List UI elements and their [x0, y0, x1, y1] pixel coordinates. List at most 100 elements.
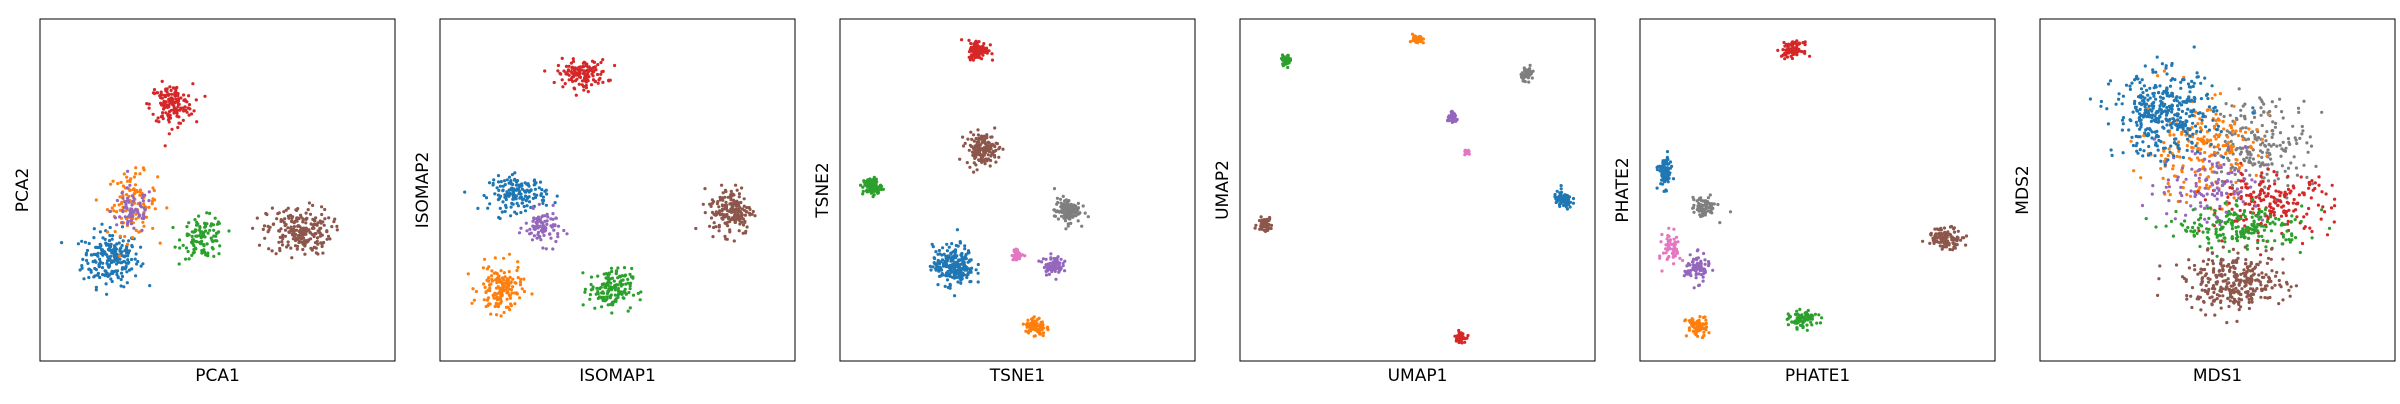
scatter-point-cluster-5: [2146, 98, 2150, 102]
scatter-point-cluster-7: [1943, 230, 1947, 234]
scatter-point-cluster-7: [1939, 231, 1943, 236]
scatter-point-cluster-2: [875, 180, 879, 184]
scatter-point-cluster-2: [120, 191, 124, 195]
scatter-point-cluster-1: [484, 196, 489, 200]
scatter-point-cluster-3: [2212, 170, 2216, 174]
scatter-point-cluster-4: [152, 88, 157, 92]
scatter-point-cluster-5: [315, 223, 319, 227]
scatter-point-cluster-1: [463, 190, 467, 194]
scatter-point-cluster-5: [741, 231, 745, 235]
scatter-point-cluster-1: [152, 188, 156, 193]
scatter-point-cluster-5: [281, 234, 285, 238]
scatter-point-cluster-3: [1672, 250, 1676, 254]
scatter-point-cluster-4: [159, 96, 163, 100]
scatter-point-cluster-4: [600, 291, 604, 295]
scatter-point-cluster-5: [741, 223, 746, 227]
scatter-point-cluster-3: [206, 251, 210, 255]
scatter-point-cluster-4: [152, 91, 157, 96]
scatter-point-cluster-0: [2272, 142, 2276, 147]
scatter-point-cluster-5: [723, 205, 728, 209]
scatter-point-cluster-0: [101, 236, 105, 240]
scatter-point-cluster-5: [2179, 116, 2183, 120]
scatter-point-cluster-4: [159, 115, 163, 119]
scatter-point-cluster-7: [1952, 245, 1956, 249]
scatter-point-cluster-1: [540, 198, 545, 202]
scatter-point-cluster-0: [86, 261, 90, 265]
scatter-point-cluster-3: [2215, 186, 2219, 190]
scatter-point-cluster-4: [950, 242, 954, 246]
scatter-point-cluster-4: [2184, 228, 2188, 232]
scatter-point-cluster-2: [2286, 174, 2290, 178]
scatter-point-cluster-2: [539, 238, 543, 242]
scatter-point-cluster-4: [2221, 232, 2225, 236]
scatter-point-cluster-6: [1049, 252, 1053, 256]
scatter-point-cluster-0: [982, 42, 986, 46]
scatter-point-cluster-2: [551, 217, 555, 221]
scatter-point-cluster-5: [1564, 205, 1568, 209]
scatter-point-cluster-6: [1040, 260, 1044, 264]
scatter-point-cluster-7: [1031, 321, 1036, 325]
scatter-point-cluster-3: [1664, 247, 1668, 251]
scatter-point-cluster-1: [113, 230, 117, 234]
scatter-point-cluster-5: [715, 202, 720, 206]
scatter-point-cluster-5: [2192, 99, 2197, 103]
scatter-point-cluster-2: [1702, 203, 1706, 207]
scatter-point-cluster-4: [931, 265, 935, 269]
scatter-point-cluster-2: [879, 187, 884, 191]
scatter-point-cluster-4: [181, 118, 185, 122]
scatter-point-cluster-5: [2211, 118, 2215, 122]
scatter-point-cluster-4: [2263, 207, 2267, 212]
scatter-point-cluster-3: [212, 254, 216, 258]
scatter-point-cluster-5: [2164, 117, 2168, 121]
scatter-point-cluster-0: [2274, 121, 2278, 125]
scatter-point-cluster-2: [2266, 167, 2270, 171]
scatter-point-cluster-3: [2205, 220, 2209, 224]
scatter-point-cluster-3: [505, 279, 509, 283]
scatter-point-cluster-3: [500, 276, 504, 280]
scatter-point-cluster-1: [119, 180, 123, 184]
scatter-point-cluster-0: [125, 281, 129, 285]
scatter-point-cluster-0: [2216, 151, 2220, 155]
scatter-point-cluster-5: [1015, 250, 1019, 254]
scatter-point-cluster-1: [133, 183, 138, 187]
scatter-point-cluster-6: [1262, 221, 1266, 225]
scatter-point-cluster-1: [979, 134, 984, 138]
scatter-point-cluster-1: [153, 207, 157, 211]
scatter-point-cluster-4: [2249, 231, 2254, 235]
scatter-point-cluster-2: [859, 183, 863, 187]
scatter-point-cluster-5: [1691, 318, 1695, 322]
scatter-point-cluster-3: [513, 281, 517, 285]
scatter-point-cluster-3: [2222, 162, 2226, 167]
scatter-point-cluster-3: [518, 283, 523, 287]
scatter-point-cluster-2: [2309, 196, 2313, 200]
scatter-point-cluster-4: [167, 132, 171, 136]
scatter-point-cluster-1: [993, 144, 997, 149]
scatter-point-cluster-1: [115, 210, 119, 214]
scatter-point-cluster-1: [970, 150, 975, 154]
scatter-point-cluster-1: [503, 209, 507, 214]
scatter-point-cluster-3: [1660, 232, 1664, 237]
scatter-point-cluster-4: [629, 275, 634, 279]
scatter-point-cluster-1: [544, 203, 549, 207]
scatter-point-cluster-4: [941, 262, 946, 266]
scatter-point-cluster-4: [2294, 236, 2298, 240]
scatter-point-cluster-3: [1673, 242, 1678, 246]
scatter-point-cluster-1: [2232, 104, 2236, 108]
scatter-point-cluster-3: [502, 310, 506, 315]
scatter-point-cluster-4: [168, 85, 172, 89]
scatter-point-cluster-2: [2239, 161, 2243, 165]
scatter-point-cluster-0: [96, 251, 100, 255]
scatter-point-cluster-0: [613, 63, 617, 68]
scatter-point-cluster-4: [621, 278, 625, 282]
scatter-point-cluster-1: [2208, 185, 2212, 189]
scatter-point-cluster-5: [326, 234, 331, 238]
scatter-point-cluster-5: [2140, 78, 2144, 82]
scatter-point-cluster-1: [1668, 171, 1672, 175]
scatter-point-cluster-4: [963, 247, 967, 251]
scatter-point-cluster-7: [1955, 239, 1959, 243]
scatter-point-cluster-4: [1685, 264, 1689, 268]
scatter-point-cluster-6: [1053, 269, 1057, 273]
scatter-point-cluster-2: [2313, 181, 2317, 185]
scatter-point-cluster-4: [2207, 216, 2211, 220]
scatter-point-cluster-0: [988, 43, 992, 47]
